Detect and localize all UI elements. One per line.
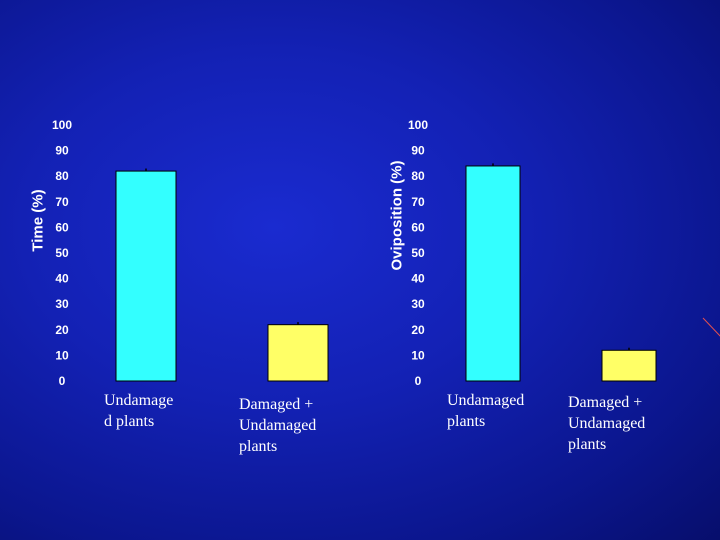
chart1-y-tick-label: 40 (55, 272, 69, 286)
chart1-y-tick-label: 80 (55, 169, 69, 183)
chart2-category-label-1: Undamaged plants (447, 392, 525, 430)
chart1-y-tick-label: 50 (55, 246, 69, 260)
chart1-category-label-1: Undamage d plants (104, 392, 174, 430)
chart2-y-tick-label: 0 (415, 374, 422, 388)
chart2-y-tick-label: 70 (411, 195, 425, 209)
chart2-y-tick-label: 30 (411, 297, 425, 311)
chart1-y-tick-label: 30 (55, 297, 69, 311)
chart2-y-tick-label: 90 (411, 144, 425, 158)
chart2-bar-2 (601, 349, 657, 382)
chart1-bar-1 (115, 170, 177, 382)
chart2-y-tick-label: 40 (411, 272, 425, 286)
chart1-y-tick-label: 70 (55, 195, 69, 209)
chart1-y-tick-label: 90 (55, 144, 69, 158)
chart1-y-tick-label: 20 (55, 323, 69, 337)
chart2-bar-1 (465, 165, 521, 382)
chart1-y-tick-label: 60 (55, 220, 69, 234)
chart2-y-tick-label: 60 (411, 220, 425, 234)
chart1-y-tick-label: 100 (52, 118, 72, 132)
chart1-y-tick-label: 0 (59, 374, 66, 388)
chart2-y-tick-label: 10 (411, 348, 425, 362)
decorative-accent-line (702, 317, 720, 337)
chart1-bar-2 (267, 324, 329, 382)
chart2-y-tick-label: 80 (411, 169, 425, 183)
chart1-category-label-2: Damaged + Undamaged plants (239, 396, 317, 455)
chart2-y-tick-label: 100 (408, 118, 428, 132)
chart2-category-label-2: Damaged + Undamaged plants (568, 394, 646, 453)
chart2-y-tick-label: 50 (411, 246, 425, 260)
chart1-y-tick-label: 10 (55, 348, 69, 362)
chart2-y-tick-label: 20 (411, 323, 425, 337)
